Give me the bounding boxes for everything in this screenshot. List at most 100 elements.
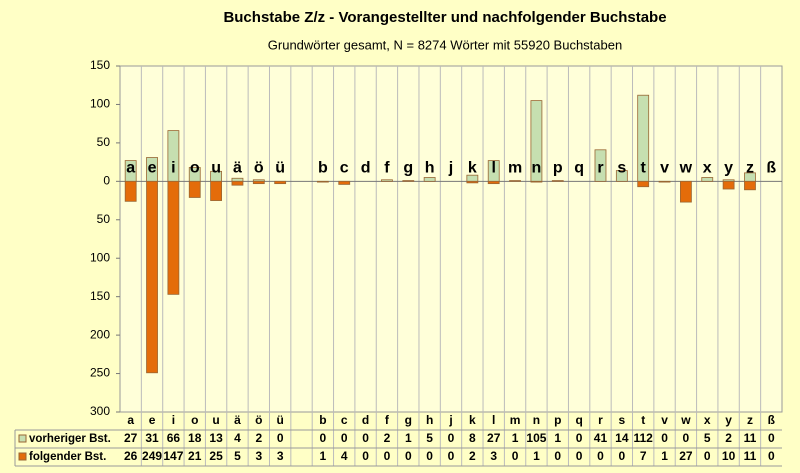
table-value: 0: [384, 449, 391, 463]
bar: [231, 180, 244, 186]
table-value: 27: [124, 431, 138, 445]
category-label: a: [126, 160, 135, 177]
y-tick-label: 100: [90, 97, 110, 111]
legend-swatch: [18, 452, 27, 461]
category-label: ß: [766, 160, 776, 177]
bar: [722, 180, 735, 190]
table-value: 1: [661, 449, 668, 463]
category-label: y: [724, 160, 733, 177]
table-value: 27: [487, 431, 501, 445]
x-tick-label: d: [362, 413, 369, 427]
table-value: 0: [768, 449, 775, 463]
table-value: 0: [683, 431, 690, 445]
x-tick-label: r: [598, 413, 603, 427]
bar: [680, 180, 692, 203]
bar: [124, 180, 137, 202]
x-tick-label: g: [405, 413, 412, 427]
category-label: ö: [254, 160, 264, 177]
bar: [466, 180, 479, 184]
table-value: 3: [255, 449, 262, 463]
legend-swatch: [18, 434, 27, 443]
table-value: 112: [634, 431, 654, 445]
y-tick-label: 150: [90, 289, 110, 303]
table-value: 7: [640, 449, 647, 463]
category-label: ü: [275, 160, 285, 177]
x-tick-label: n: [533, 413, 540, 427]
category-label: e: [148, 160, 157, 177]
y-tick-label: 50: [97, 135, 111, 149]
table-value: 8: [469, 431, 476, 445]
y-tick-label: 50: [97, 212, 111, 226]
table-value: 4: [234, 431, 241, 445]
table-value: 0: [320, 431, 327, 445]
bar: [615, 170, 628, 182]
table-value: 11: [744, 431, 757, 445]
chart-subtitle: Grundwörter gesamt, N = 8274 Wörter mit …: [268, 37, 622, 52]
x-tick-label: h: [426, 413, 433, 427]
bar: [487, 180, 500, 185]
table-value: 0: [448, 431, 455, 445]
bar: [551, 180, 564, 182]
table-value: 3: [277, 449, 284, 463]
table-value: 147: [163, 449, 183, 463]
x-tick-label: f: [385, 413, 390, 427]
table-value: 27: [679, 449, 693, 463]
category-label: q: [574, 160, 584, 177]
x-tick-label: x: [704, 413, 711, 427]
category-label: l: [491, 160, 495, 177]
category-label: z: [746, 160, 754, 177]
bar: [316, 180, 329, 183]
x-tick-label: ö: [255, 413, 262, 427]
y-tick-label: 0: [103, 174, 110, 188]
category-label: j: [448, 160, 453, 177]
table-value: 0: [661, 431, 668, 445]
bar: [252, 180, 265, 185]
category-label: ä: [233, 160, 242, 177]
category-label: u: [211, 160, 221, 177]
table-value: 2: [469, 449, 476, 463]
bar: [146, 180, 158, 374]
category-label: p: [553, 160, 563, 177]
bar: [701, 177, 714, 182]
table-value: 1: [533, 449, 540, 463]
x-tick-label: v: [661, 413, 668, 427]
table-value: 3: [490, 449, 497, 463]
x-tick-label: p: [554, 413, 561, 427]
x-tick-label: i: [172, 413, 175, 427]
category-label: w: [679, 160, 693, 177]
x-tick-label: z: [747, 413, 753, 427]
table-value: 0: [704, 449, 711, 463]
x-tick-label: y: [725, 413, 732, 427]
x-tick-label: ä: [234, 413, 241, 427]
bar: [188, 180, 201, 198]
table-value: 0: [597, 449, 604, 463]
chart-title: Buchstabe Z/z - Vorangestellter und nach…: [223, 9, 666, 26]
category-label: n: [532, 160, 542, 177]
table-value: 14: [615, 431, 629, 445]
table-value: 5: [704, 431, 711, 445]
legend-label: vorheriger Bst.: [29, 433, 111, 445]
bar: [530, 180, 543, 183]
table-value: 0: [405, 449, 412, 463]
y-tick-label: 100: [90, 250, 110, 264]
x-tick-label: e: [149, 413, 156, 427]
x-tick-label: j: [448, 413, 452, 427]
x-tick-label: s: [618, 413, 625, 427]
y-tick-label: 200: [90, 327, 110, 341]
table-value: 0: [554, 449, 561, 463]
category-label: x: [703, 160, 712, 177]
x-tick-label: m: [510, 413, 521, 427]
x-tick-label: c: [341, 413, 348, 427]
bar: [744, 180, 756, 191]
table-value: 0: [426, 449, 433, 463]
x-tick-label: ü: [276, 413, 283, 427]
bar: [509, 180, 521, 182]
table-value: 1: [512, 431, 519, 445]
y-tick-label: 300: [90, 404, 110, 418]
bar: [338, 180, 351, 185]
category-label: g: [403, 160, 413, 177]
bar: [381, 179, 393, 182]
table-value: 2: [725, 431, 732, 445]
bar: [274, 180, 287, 185]
x-tick-label: u: [212, 413, 219, 427]
